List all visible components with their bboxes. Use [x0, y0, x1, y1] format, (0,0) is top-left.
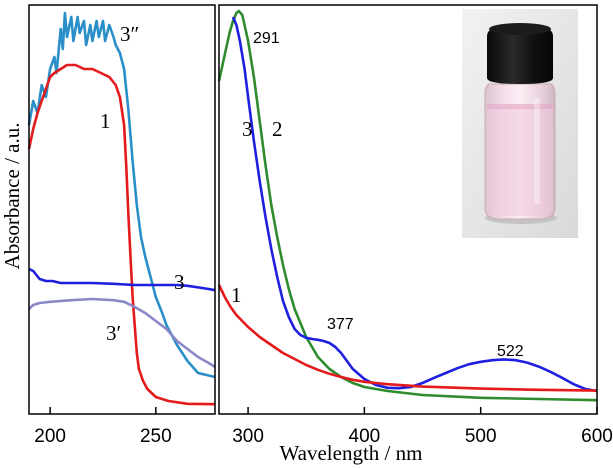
label-curve-1-right: 1 — [231, 283, 242, 307]
label-curve-3-right: 3 — [242, 117, 253, 141]
left-series-line-1 — [27, 63, 216, 406]
right-series-line-0 — [217, 9, 598, 402]
label-curve-3-left: 3 — [174, 270, 185, 294]
vial-cap — [487, 24, 553, 84]
right-x-tick-label-3: 600 — [581, 426, 613, 447]
right-curves — [217, 9, 598, 402]
label-curve-1-left: 1 — [100, 109, 111, 133]
left-series-line-3 — [28, 297, 216, 369]
left-series-line-0 — [27, 11, 216, 379]
left-x-tick-label-0: 200 — [34, 426, 66, 447]
right-plot-frame — [218, 4, 598, 415]
label-curve-3pp: 3″ — [120, 22, 139, 46]
right-x-tick-label-2: 500 — [465, 426, 497, 447]
label-curve-2-right: 2 — [272, 117, 283, 141]
right-series-line-2 — [217, 284, 598, 392]
vial-liquid — [487, 108, 553, 216]
right-x-tick-label-0: 300 — [232, 426, 264, 447]
x-axis-label: Wavelength / nm — [280, 441, 423, 465]
vial-highlight — [534, 98, 540, 204]
right-x-ticks: 300 400 500 600 — [232, 407, 613, 447]
vial-meniscus — [487, 104, 553, 109]
vial-cap-top — [489, 23, 551, 35]
left-panel: 200 250 Absorbance / a.u. 3″ 1 3 3′ — [0, 4, 216, 447]
y-axis-label: Absorbance / a.u. — [0, 123, 24, 270]
left-plot-frame — [28, 4, 216, 415]
vial-photo-inset — [462, 9, 578, 238]
right-series-line-1 — [231, 16, 598, 393]
left-series-line-2 — [28, 267, 216, 292]
left-x-ticks: 200 250 — [34, 407, 172, 447]
label-curve-3p: 3′ — [106, 321, 121, 345]
peak-label-522: 522 — [497, 343, 524, 360]
right-x-tick-label-1: 400 — [349, 426, 381, 447]
peak-label-291: 291 — [253, 30, 280, 47]
left-curves — [27, 11, 216, 406]
right-panel: 300 400 500 600 Wavelength / nm 291 377 522… — [217, 4, 613, 465]
left-x-tick-label-1: 250 — [140, 426, 172, 447]
peak-label-377: 377 — [327, 316, 354, 333]
